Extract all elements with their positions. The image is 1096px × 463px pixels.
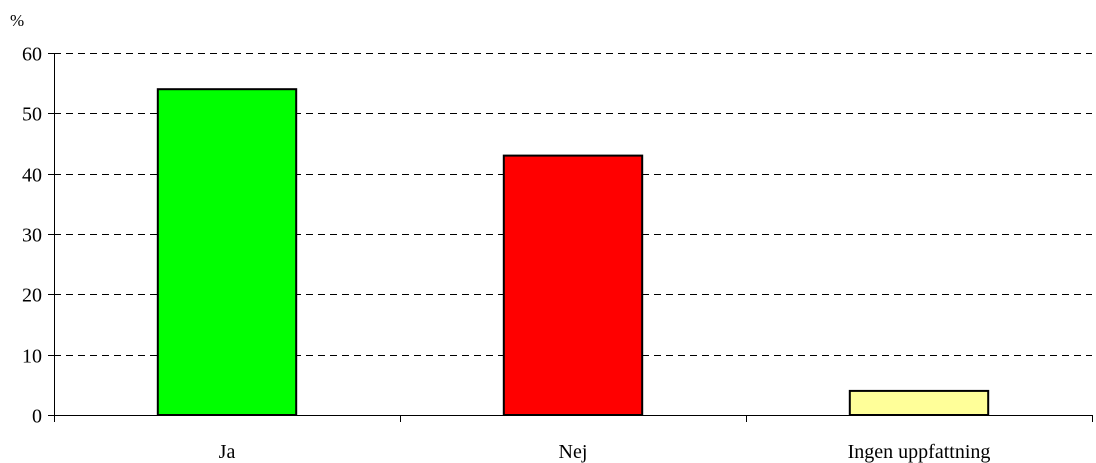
y-axis-unit-label: %: [10, 11, 24, 30]
y-tick-label: 0: [32, 406, 42, 428]
y-tick-label: 60: [22, 44, 42, 66]
bar-ingen-uppfattning: [848, 389, 990, 416]
x-tick-label: Ingen uppfattning: [848, 441, 991, 463]
y-tick-label: 30: [22, 225, 42, 247]
bar-ja: [156, 88, 298, 416]
axes: [48, 53, 1093, 422]
bars: [156, 88, 990, 416]
bar-nej: [502, 154, 644, 416]
axis-labels: 0 10 20 30 40 50 60 Ja Nej Ingen uppfattning: [22, 44, 990, 463]
x-tick-label: Nej: [559, 441, 588, 463]
y-tick-label: 40: [22, 165, 42, 187]
y-tick-label: 50: [22, 104, 42, 126]
x-tick-label: Ja: [219, 441, 236, 463]
y-tick-label: 20: [22, 285, 42, 307]
y-tick-label: 10: [22, 346, 42, 368]
